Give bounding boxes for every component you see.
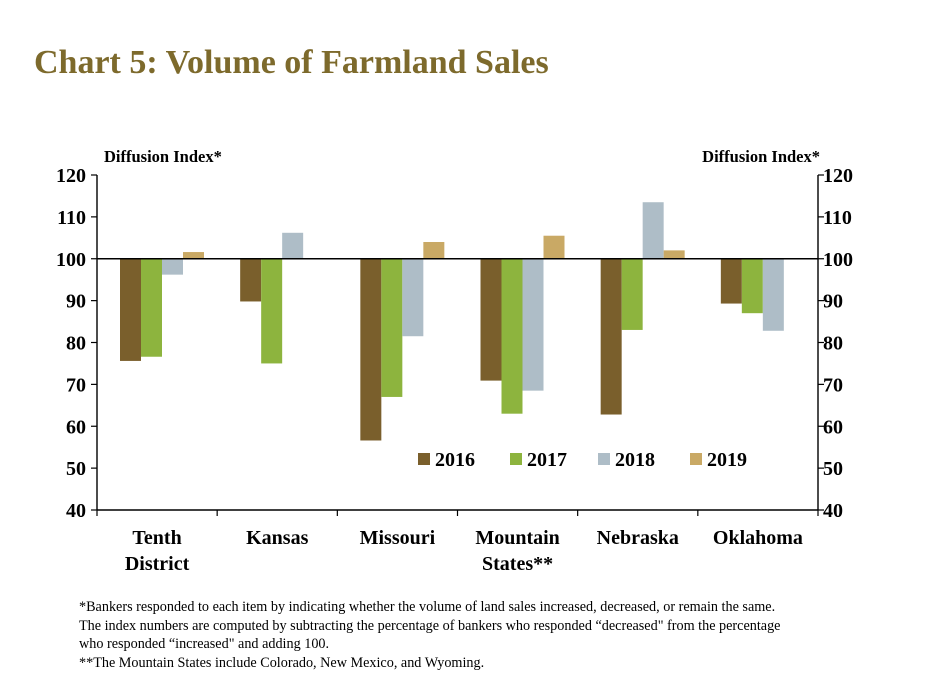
x-tick-label-line: Kansas [246,527,308,549]
bar-2017-nebraska [621,258,643,330]
bar-2017-mountain-states [501,258,523,414]
bar-2019-tenth-district [183,252,204,259]
x-tick-label: Missouri [360,527,436,549]
y-tick-label-right: 120 [823,165,853,187]
legend-label-2016: 2016 [435,449,475,471]
x-tick-label: Nebraska [597,527,679,549]
footnotes: *Bankers responded to each item by indic… [79,598,879,672]
y-tick-label-left: 100 [56,249,86,271]
legend-label-2017: 2017 [527,449,567,471]
axes-group: 40 40 50 50 60 60 70 70 80 80 90 90 100 100 110 110 120 1… [56,165,853,575]
y-tick-label-left: 80 [66,333,86,355]
y-tick-label-left: 70 [66,374,86,396]
x-tick-label-line: Nebraska [597,527,679,549]
legend-swatch-2017 [510,453,522,465]
bar-2018-mountain-states [522,258,544,391]
x-tick-label: Kansas [246,527,308,549]
bar-2017-tenth-district [141,258,162,357]
y-tick-label-right: 60 [823,416,843,438]
y-tick-label-right: 80 [823,333,843,355]
bar-2018-tenth-district [162,258,183,275]
y-tick-label-left: 60 [66,416,86,438]
y-axis-label-left: Diffusion Index* [104,147,222,166]
bar-2018-oklahoma [762,258,784,331]
x-tick-label-line: Mountain [475,527,559,549]
y-tick-label-right: 100 [823,249,853,271]
y-tick-label-left: 50 [66,458,86,480]
y-tick-label-right: 40 [823,500,843,522]
y-tick-label-right: 70 [823,374,843,396]
bar-2016-oklahoma [720,258,742,304]
y-tick-label-right: 50 [823,458,843,480]
footnote-line: **The Mountain States include Colorado, … [79,654,485,671]
x-tick-label-line: Tenth [132,527,181,549]
x-tick-label: Mountain States** [475,527,559,575]
y-tick-label-left: 90 [66,291,86,313]
x-tick-label-line: States** [482,553,553,575]
legend-label-2018: 2018 [615,449,655,471]
y-tick-label-left: 40 [66,500,86,522]
bar-2016-mountain-states [480,258,502,381]
bars-group [120,202,784,441]
bar-2016-kansas [240,258,262,302]
bar-2018-missouri [402,258,424,337]
footnote-line: The index numbers are computed by subtra… [79,617,781,634]
footnote-line: who responded “increased" and adding 100… [79,636,330,652]
y-tick-label-left: 110 [57,207,86,229]
legend: 2016 2017 2018 2019 [418,449,747,471]
bar-2016-missouri [360,258,382,441]
bar-2019-nebraska [663,250,685,259]
legend-label-2019: 2019 [707,449,747,471]
bar-2019-missouri [423,242,445,259]
y-tick-label-right: 90 [823,291,843,313]
x-tick-label-line: District [125,553,190,575]
legend-swatch-2019 [690,453,702,465]
x-tick-label: Oklahoma [713,527,803,549]
bar-2017-oklahoma [741,258,763,314]
x-tick-label-line: Missouri [360,527,436,549]
bar-2016-nebraska [600,258,622,415]
legend-swatch-2016 [418,453,430,465]
footnote-line: *Bankers responded to each item by indic… [79,599,776,615]
legend-swatch-2018 [598,453,610,465]
x-tick-label-line: Oklahoma [713,527,803,549]
x-tick-label: Tenth District [125,527,190,575]
y-tick-label-right: 110 [823,207,852,229]
bar-2018-nebraska [642,202,664,259]
bar-2017-missouri [381,258,403,397]
bar-2018-kansas [282,232,304,259]
bar-2017-kansas [261,258,283,364]
bar-2019-mountain-states [543,235,565,259]
y-tick-label-left: 120 [56,165,86,187]
chart-title: Chart 5: Volume of Farmland Sales [34,44,549,81]
bar-2016-tenth-district [120,258,141,361]
y-axis-label-right: Diffusion Index* [702,147,820,166]
